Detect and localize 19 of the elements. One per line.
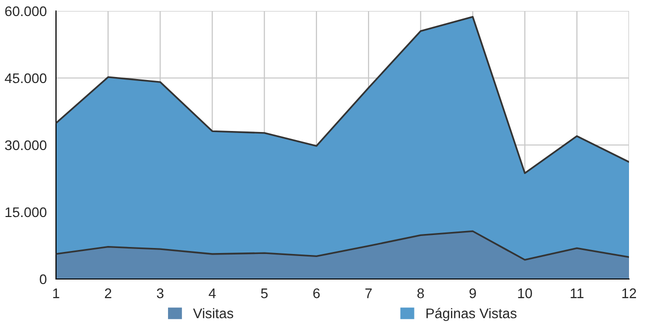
x-tick-label: 7 [365,288,372,298]
x-tick-label: 9 [470,288,476,298]
x-tick-label: 6 [313,288,320,298]
y-tick-label: 45.000 [4,73,46,84]
legend-label: Páginas Vistas [426,308,516,322]
y-tick-label: 60.000 [5,6,46,16]
legend-label: Visitas [193,308,234,318]
x-tick-label: 5 [261,288,268,298]
x-tick-label: 10 [518,288,532,298]
y-tick-label: 0 [40,274,46,284]
x-tick-label: 8 [417,288,424,298]
x-tick-label: 4 [208,288,216,298]
x-tick-label: 12 [622,288,636,298]
x-tick-label: 11 [570,288,584,298]
y-tick-label: 30.000 [5,140,46,150]
x-tick-label: 3 [156,288,164,298]
x-tick-label: 1 [53,288,60,298]
x-tick-label: 2 [104,288,112,298]
y-tick-label: 15.000 [6,207,46,218]
